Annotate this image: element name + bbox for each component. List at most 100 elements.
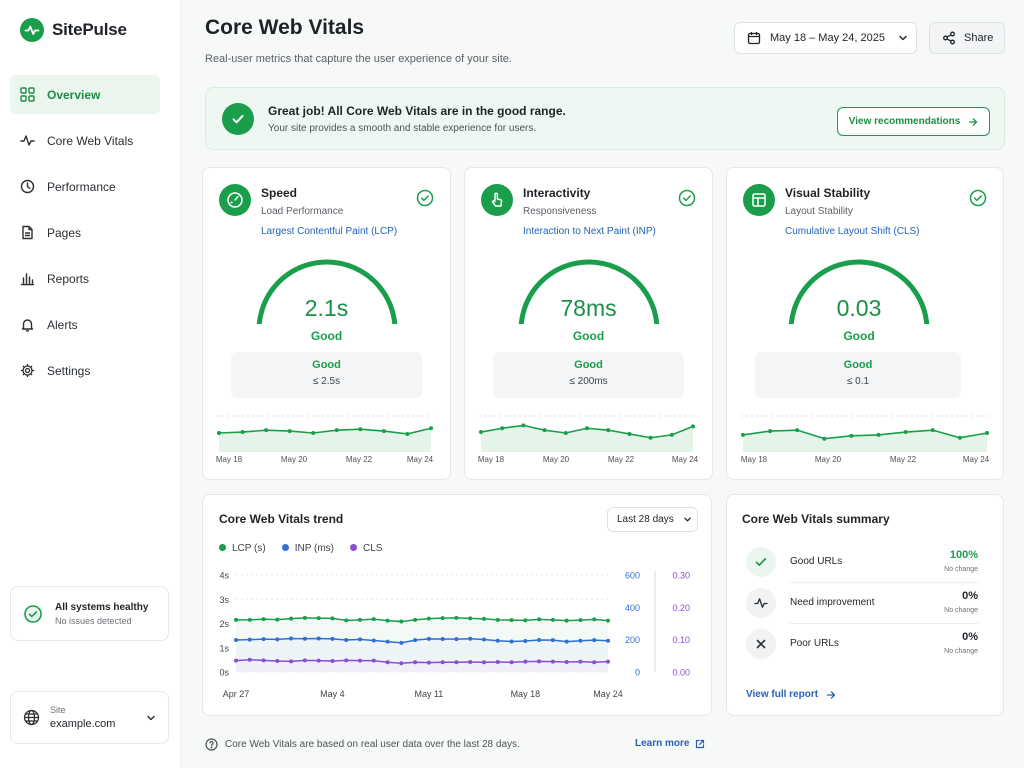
legend-item-cls[interactable]: CLS [349, 543, 383, 554]
x-tick-label: May 24 [593, 689, 623, 699]
view-full-report-link[interactable]: View full report [746, 689, 836, 700]
legend-label: CLS [362, 543, 383, 554]
check-icon [222, 103, 254, 135]
series-point [344, 618, 349, 623]
calendar-icon [747, 32, 761, 45]
series-point [578, 638, 583, 643]
spark-x-label: May 24 [962, 455, 990, 464]
sparkline-area [743, 430, 987, 452]
metric-card-speed[interactable]: Speed Load Performance Largest Contentfu… [202, 167, 451, 480]
threshold-box: Good ≤ 2.5s [231, 352, 422, 398]
app-logo[interactable]: SitePulse [20, 18, 127, 42]
sparkline-point [876, 432, 881, 437]
spark-x-label: May 22 [607, 455, 635, 464]
series-point [495, 617, 500, 622]
share-button[interactable]: Share [929, 22, 1005, 54]
sidebar-item-core-web-vitals[interactable]: Core Web Vitals [10, 121, 160, 160]
series-point [509, 660, 514, 665]
series-point [344, 637, 349, 642]
range-selector[interactable]: Last 28 days [607, 507, 698, 532]
series-point [592, 638, 597, 643]
series-point [440, 616, 445, 621]
chevron-down-icon [147, 715, 155, 721]
sparkline-point [521, 423, 526, 428]
series-point [289, 659, 294, 664]
sidebar-item-label: Alerts [47, 317, 78, 332]
sidebar-item-pages[interactable]: Pages [10, 213, 160, 252]
layout-icon [743, 184, 775, 216]
series-point [413, 660, 418, 665]
summary-row-poor[interactable]: Poor URLs 0% No change [746, 623, 978, 664]
spark-x-label: May 20 [542, 455, 570, 464]
spark-x-label: May 22 [889, 455, 917, 464]
learn-more-link[interactable]: Learn more [635, 738, 705, 749]
view-recommendations-button[interactable]: View recommendations [837, 107, 990, 136]
series-point [302, 658, 307, 663]
sparkline [479, 415, 695, 452]
series-point [537, 617, 542, 622]
sidebar-item-performance[interactable]: Performance [10, 167, 160, 206]
y-tick-right-inp: 0 [635, 668, 640, 678]
y-tick-right-inp: 600 [625, 571, 640, 581]
metric-subtitle: Responsiveness [523, 206, 597, 217]
date-range-picker[interactable]: May 18 – May 24, 2025 [734, 22, 917, 54]
series-point [247, 637, 252, 642]
sidebar-item-settings[interactable]: Settings [10, 351, 160, 390]
trend-card: Core Web Vitals trend Last 28 days LCP (… [202, 494, 712, 716]
series-point [606, 659, 610, 664]
check-circle-icon [678, 189, 696, 207]
page-subtitle: Real-user metrics that capture the user … [205, 53, 512, 65]
series-point [275, 637, 280, 642]
series-point [482, 637, 486, 642]
summary-row-good[interactable]: Good URLs 100% No change [746, 541, 978, 582]
series-point [482, 616, 486, 621]
metric-name-link[interactable]: Cumulative Layout Shift (CLS) [785, 226, 920, 237]
site-selector[interactable]: Site example.com [10, 691, 169, 744]
series-point [302, 636, 307, 641]
series-point [523, 638, 528, 643]
series-point [564, 639, 569, 644]
summary-percent: 100% [949, 549, 978, 561]
check-icon [746, 547, 776, 577]
spark-x-label: May 24 [671, 455, 699, 464]
metric-card-interactivity[interactable]: Interactivity Responsiveness Interaction… [464, 167, 713, 480]
learn-more-label: Learn more [635, 738, 690, 749]
footer-note: Core Web Vitals are based on real user d… [205, 738, 520, 751]
sparkline-point [822, 436, 827, 441]
x-icon [746, 629, 776, 659]
metric-name-link[interactable]: Largest Contentful Paint (LCP) [261, 226, 398, 237]
legend-item-inp[interactable]: INP (ms) [281, 543, 334, 554]
sparkline-point [381, 429, 386, 434]
sidebar-item-overview[interactable]: Overview [10, 75, 160, 114]
series-point [578, 659, 583, 664]
status-banner: Great job! All Core Web Vitals are in th… [205, 87, 1005, 150]
metric-card-visual-stability[interactable]: Visual Stability Layout Stability Cumula… [726, 167, 1004, 480]
series-point [537, 637, 542, 642]
sidebar-item-label: Performance [47, 179, 116, 194]
series-point [495, 638, 500, 643]
sidebar-item-reports[interactable]: Reports [10, 259, 160, 298]
series-point [371, 638, 376, 643]
x-tick-label: May 18 [511, 689, 541, 699]
metric-value: 2.1s [304, 295, 349, 321]
series-point [261, 658, 266, 663]
legend-label: LCP (s) [232, 543, 266, 554]
series-point [606, 638, 610, 643]
series-point [523, 618, 528, 623]
series-point [234, 658, 238, 663]
series-point [344, 658, 349, 663]
series-point [316, 658, 321, 663]
threshold-box: Good ≤ 0.1 [755, 352, 961, 398]
divider [790, 582, 978, 583]
series-point [399, 661, 404, 666]
summary-change: No change [944, 607, 978, 614]
metric-name-link[interactable]: Interaction to Next Paint (INP) [523, 226, 656, 237]
series-point [468, 616, 473, 621]
legend-item-lcp[interactable]: LCP (s) [219, 543, 266, 554]
sidebar-item-alerts[interactable]: Alerts [10, 305, 160, 344]
summary-row-needs-improvement[interactable]: Need improvement 0% No change [746, 582, 978, 623]
series-point [564, 659, 569, 664]
check-circle-icon [416, 189, 434, 207]
series-point [564, 618, 569, 623]
date-range-value: May 18 – May 24, 2025 [770, 32, 885, 44]
